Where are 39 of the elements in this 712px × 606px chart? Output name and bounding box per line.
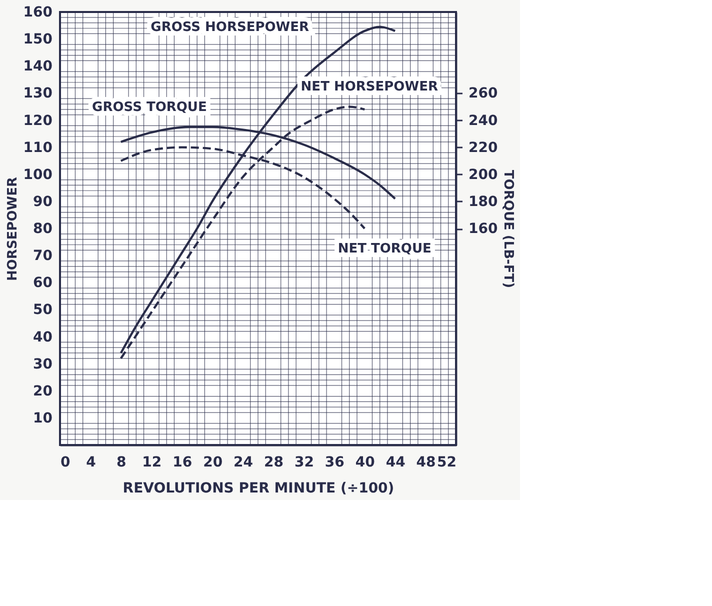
- x-tick-label: 24: [234, 454, 254, 470]
- x-tick-label: 40: [355, 454, 376, 470]
- y-tick-label: 30: [33, 356, 53, 372]
- x-tick-label: 44: [386, 454, 406, 470]
- x-tick-label: 20: [203, 454, 223, 470]
- y-axis-title: HORSEPOWER: [5, 177, 20, 281]
- y-tick-label: 10: [33, 410, 53, 426]
- x-tick-label: 52: [437, 454, 456, 470]
- y-tick-label: 50: [33, 302, 53, 318]
- x-tick-label: 8: [116, 454, 126, 470]
- x-tick-label: 0: [60, 454, 70, 470]
- y2-tick-label: 240: [468, 112, 498, 129]
- y-tick-label: 100: [23, 166, 53, 183]
- y-tick-label: 150: [23, 32, 53, 48]
- x-tick-label: 48: [416, 454, 436, 470]
- x-tick-label: 12: [142, 454, 162, 470]
- y-tick-label: 90: [33, 194, 53, 210]
- y2-tick-label: 220: [468, 140, 498, 156]
- x-tick-label: 32: [294, 454, 314, 470]
- y-tick-label: 70: [33, 248, 53, 264]
- y-tick-label: 110: [23, 140, 53, 156]
- x-tick-label: 28: [264, 454, 284, 470]
- y-tick-label: 140: [23, 58, 53, 75]
- y2-tick-label: 260: [468, 86, 498, 102]
- y-tick-label: 120: [23, 112, 53, 129]
- y-tick-label: 60: [33, 275, 53, 292]
- y-tick-label: 80: [33, 221, 53, 237]
- y2-tick-label: 180: [468, 194, 498, 210]
- y-tick-label: 160: [23, 4, 53, 20]
- x-tick-label: 36: [324, 454, 344, 470]
- y2-tick-label: 200: [468, 166, 498, 183]
- y-tick-label: 40: [33, 329, 53, 346]
- x-tick-label: 4: [86, 454, 96, 470]
- x-axis-title: REVOLUTIONS PER MINUTE (÷100): [122, 480, 394, 496]
- y2-tick-label: 160: [468, 221, 498, 237]
- y-tick-label: 20: [33, 383, 53, 400]
- y-tick-label: 130: [23, 86, 53, 102]
- x-tick-label: 16: [172, 454, 192, 470]
- y2-axis-title: TORQUE (LB-FT): [500, 170, 516, 288]
